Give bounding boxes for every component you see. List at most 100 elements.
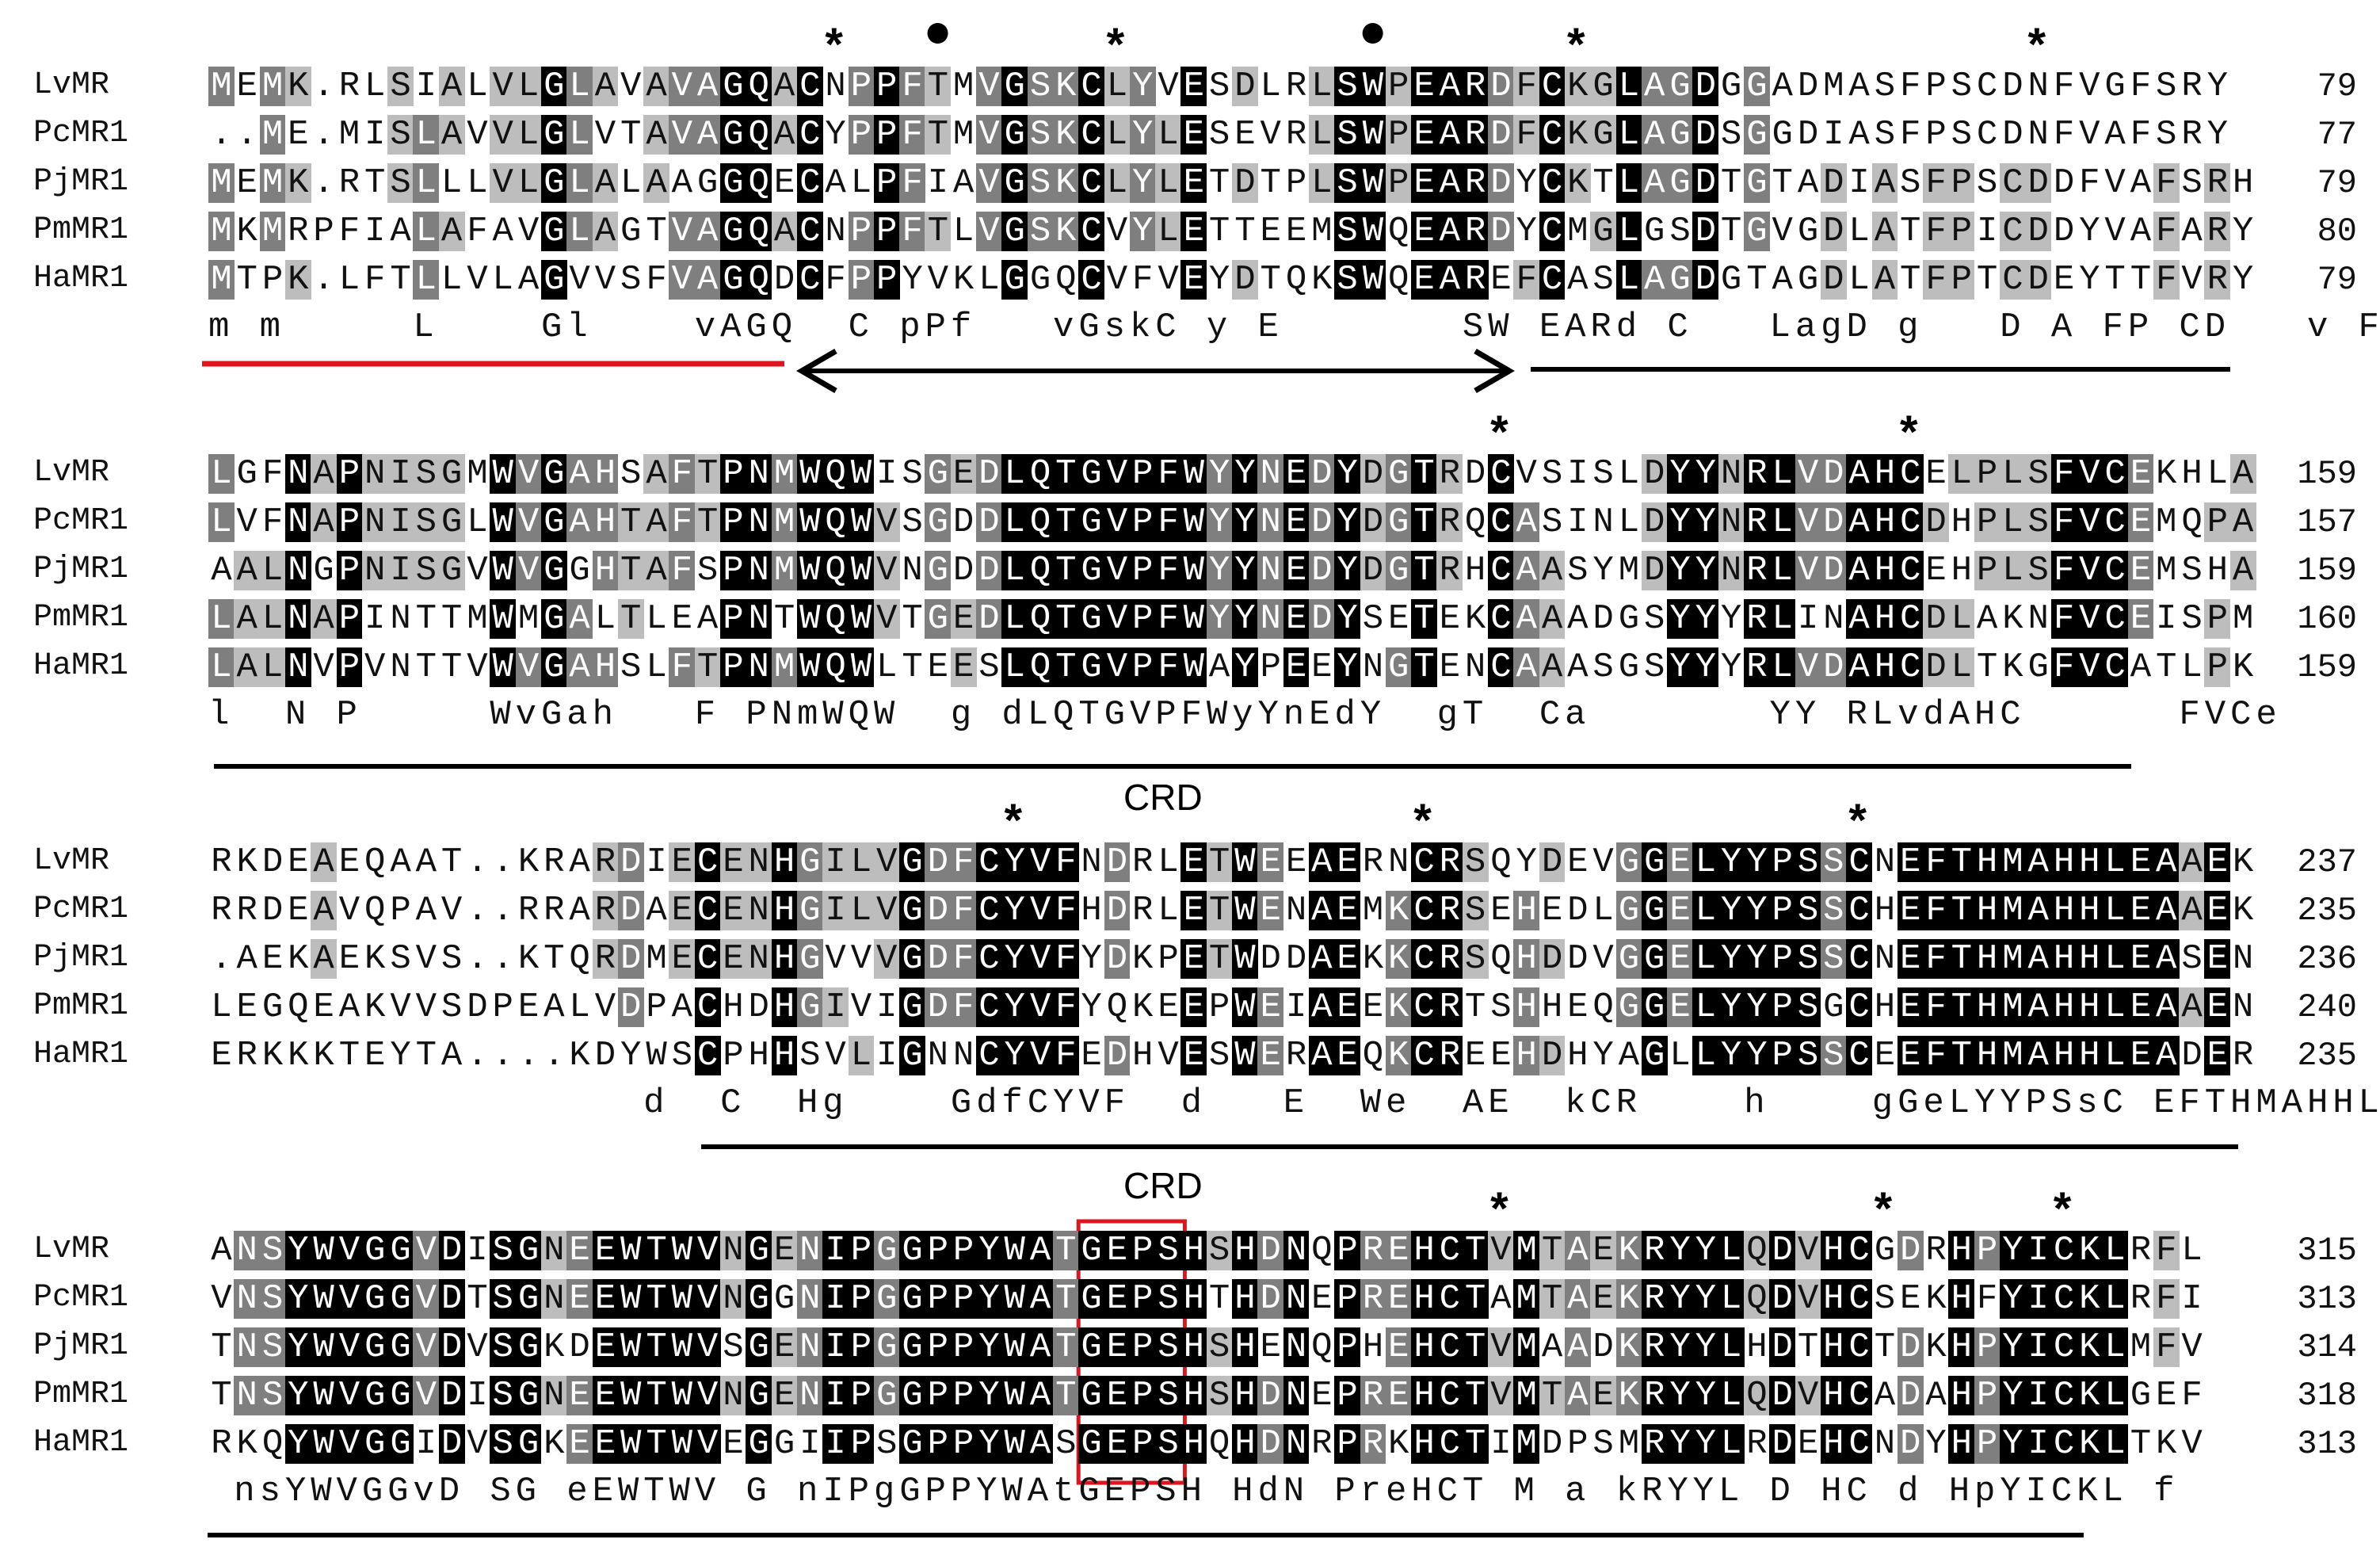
residue: Y bbox=[1232, 551, 1258, 590]
residue: V bbox=[1027, 987, 1054, 1027]
residue: V bbox=[515, 454, 542, 494]
cysteine-star-marker: * bbox=[825, 19, 843, 71]
residue: H bbox=[1948, 1327, 1975, 1367]
residue: A bbox=[2229, 551, 2256, 590]
residue: E bbox=[2156, 1376, 2177, 1415]
residue: . bbox=[313, 260, 334, 300]
residue: Y bbox=[1001, 1036, 1028, 1075]
residue: P bbox=[1334, 1279, 1361, 1319]
residue: P bbox=[925, 1231, 952, 1270]
residue: E bbox=[1590, 1231, 1617, 1270]
residue: Y bbox=[2206, 67, 2229, 106]
residue: N bbox=[234, 1376, 261, 1415]
residue: Q bbox=[822, 551, 849, 590]
residue: L bbox=[1769, 454, 1796, 494]
residue: M bbox=[2000, 891, 2026, 930]
residue: S bbox=[1795, 891, 1821, 930]
residue: H bbox=[1513, 987, 1540, 1027]
residue: N bbox=[1464, 647, 1486, 687]
residue: G bbox=[899, 939, 925, 979]
residue: C bbox=[2102, 502, 2129, 542]
residue: G bbox=[899, 1231, 925, 1270]
residue: L bbox=[2000, 551, 2026, 590]
residue: G bbox=[1001, 115, 1028, 155]
residue: H bbox=[1232, 1327, 1258, 1367]
residue: E bbox=[261, 939, 284, 979]
residue: M bbox=[259, 163, 286, 203]
residue: G bbox=[899, 842, 925, 882]
residue: P bbox=[950, 1424, 977, 1464]
residue: I bbox=[364, 115, 386, 155]
residue: A bbox=[2153, 842, 2180, 882]
residue: Q bbox=[1027, 454, 1054, 494]
residue: E bbox=[211, 1036, 232, 1075]
residue: L bbox=[569, 987, 590, 1027]
residue: A bbox=[2025, 842, 2052, 882]
residue: Y bbox=[2000, 1279, 2026, 1319]
residue: R bbox=[592, 842, 619, 882]
residue: E bbox=[2204, 842, 2231, 882]
residue: C bbox=[1411, 891, 1437, 930]
residue: L bbox=[413, 163, 440, 203]
residue: R bbox=[1744, 454, 1770, 494]
residue: G bbox=[1797, 212, 1819, 251]
residue: P bbox=[1129, 1279, 1156, 1319]
residue: N bbox=[796, 1327, 823, 1367]
residue: M bbox=[1823, 67, 1844, 106]
residue: Q bbox=[1592, 987, 1614, 1027]
residue: T bbox=[1797, 1327, 1819, 1367]
residue-end-number: 240 bbox=[2297, 988, 2357, 1026]
residue: V bbox=[2076, 502, 2103, 542]
cysteine-star-marker: * bbox=[1004, 795, 1023, 846]
residue: R bbox=[236, 1036, 257, 1075]
residue: G bbox=[1078, 1327, 1105, 1367]
residue: P bbox=[1129, 454, 1156, 494]
residue: A bbox=[544, 987, 565, 1027]
residue: T bbox=[1976, 260, 1998, 300]
residue: C bbox=[694, 987, 721, 1027]
residue: D bbox=[617, 891, 644, 930]
residue-end-number: 318 bbox=[2297, 1377, 2357, 1415]
residue: H bbox=[1871, 599, 1898, 639]
residue: A bbox=[1208, 647, 1230, 687]
residue: P bbox=[1129, 647, 1156, 687]
residue: L bbox=[2181, 1231, 2203, 1270]
residue: G bbox=[1744, 67, 1770, 106]
residue: F bbox=[1923, 260, 1949, 300]
residue: D bbox=[1592, 599, 1614, 639]
residue: N bbox=[902, 551, 923, 590]
residue: S bbox=[1820, 842, 1847, 882]
residue: W bbox=[490, 502, 517, 542]
residue: V bbox=[413, 1376, 440, 1415]
residue: K bbox=[364, 939, 386, 979]
residue: D bbox=[1820, 163, 1847, 203]
residue: W bbox=[796, 599, 823, 639]
residue: L bbox=[1001, 551, 1028, 590]
residue: W bbox=[311, 1279, 338, 1319]
residue: V bbox=[515, 551, 542, 590]
residue: N bbox=[825, 67, 846, 106]
residue: M bbox=[2156, 502, 2177, 542]
residue: E bbox=[1411, 163, 1437, 203]
domain-label: CRD bbox=[1123, 777, 1203, 818]
residue: M bbox=[467, 454, 488, 494]
residue: E bbox=[2127, 891, 2154, 930]
residue: N bbox=[927, 1036, 949, 1075]
residue: A bbox=[438, 115, 465, 155]
residue: Q bbox=[746, 163, 772, 203]
residue: D bbox=[952, 551, 975, 590]
residue: H bbox=[592, 647, 619, 687]
residue: T bbox=[211, 1327, 232, 1367]
residue: G bbox=[1618, 599, 1640, 639]
residue: R bbox=[1436, 842, 1463, 882]
residue: L bbox=[1158, 891, 1179, 930]
residue: T bbox=[1206, 939, 1233, 979]
residue: N bbox=[1362, 647, 1384, 687]
residue: Q bbox=[1490, 939, 1512, 979]
residue: C bbox=[1846, 939, 1873, 979]
residue: H bbox=[1132, 1036, 1154, 1075]
residue: L bbox=[2102, 1376, 2129, 1415]
residue: Y bbox=[825, 115, 846, 155]
residue: G bbox=[796, 939, 823, 979]
residue: P bbox=[1948, 212, 1975, 251]
